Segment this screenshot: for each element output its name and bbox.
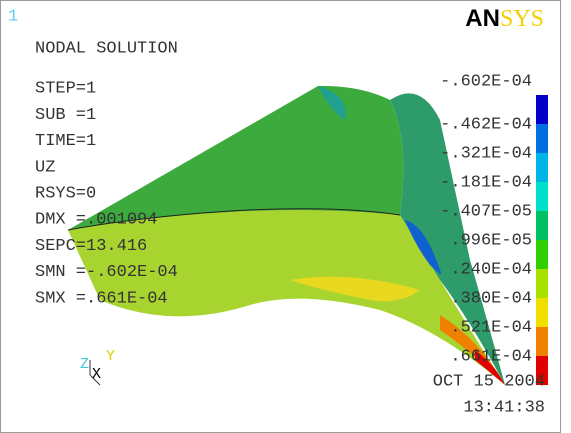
color-band: [536, 95, 548, 124]
info-line: UZ: [35, 158, 55, 177]
info-line: STEP=1: [35, 80, 96, 99]
info-line: TIME=1: [35, 132, 96, 151]
triad-label: Y: [106, 348, 115, 365]
legend-label: -.462E-04: [440, 115, 532, 134]
legend-label: .380E-04: [450, 289, 532, 308]
legend-label: .996E-05: [450, 231, 532, 250]
legend-label: -.407E-05: [440, 202, 532, 221]
legend-label: .661E-04: [450, 347, 532, 366]
time: 13:41:38: [463, 398, 545, 417]
legend-label: .521E-04: [450, 318, 532, 337]
info-line: SEPC=13.416: [35, 237, 147, 256]
logo-suffix: SYS: [500, 6, 544, 32]
info-line: NODAL SOLUTION: [35, 39, 178, 58]
color-band: [536, 182, 548, 211]
date: OCT 15 2004: [433, 372, 545, 391]
color-band: [536, 327, 548, 356]
ansys-window: 1 ANSYS NODAL SOLUTION STEP=1 SUB =1 TIME=1…: [0, 0, 571, 433]
legend-label: .240E-04: [450, 260, 532, 279]
logo: ANSYS: [465, 5, 544, 32]
info-line: SUB =1: [35, 106, 96, 125]
info-line: RSYS=0: [35, 184, 96, 203]
info-line: DMX =.001094: [35, 211, 157, 230]
color-band: [536, 124, 548, 153]
info-line: SMN =-.602E-04: [35, 263, 178, 282]
color-band: [536, 153, 548, 182]
legend-label: -.181E-04: [440, 173, 532, 192]
info-line: SMX =.661E-04: [35, 289, 168, 308]
triad-label: Z: [80, 356, 89, 373]
legend-label: -.321E-04: [440, 144, 532, 163]
color-band: [536, 269, 548, 298]
logo-prefix: AN: [465, 5, 500, 32]
color-band: [536, 298, 548, 327]
legend-label: -.602E-04: [440, 72, 532, 91]
color-band: [536, 211, 548, 240]
window-number: 1: [8, 7, 18, 26]
triad-label: X: [92, 366, 101, 383]
color-band: [536, 240, 548, 269]
